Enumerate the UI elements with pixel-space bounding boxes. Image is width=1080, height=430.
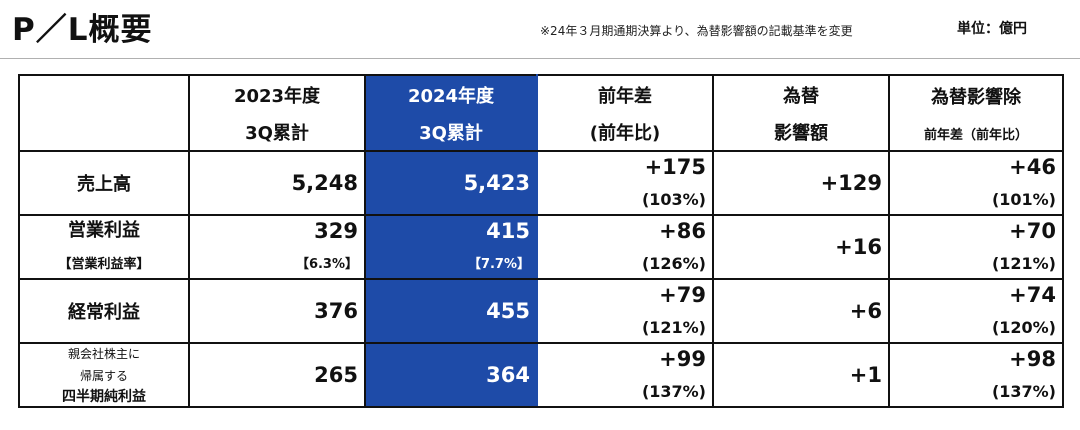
header-fy2024-line2: 3Q累計 — [419, 122, 483, 144]
header-fy2023: 2023年度 3Q累計 — [188, 74, 366, 152]
value-2024: 364 — [364, 342, 538, 408]
diff-value: +175 — [644, 155, 706, 179]
diff-value: +79 — [659, 283, 706, 307]
header-fy2023-line1: 2023年度 — [233, 85, 321, 107]
value-2023: 5,248 — [188, 150, 366, 216]
fx-impact-text: +16 — [835, 235, 882, 259]
diff-pct: (103%) — [641, 190, 706, 209]
header-fy2024: 2024年度 3Q累計 — [364, 74, 538, 152]
fx-impact: +6 — [712, 278, 890, 344]
value-2024-text: 364 — [486, 363, 530, 387]
header-exfx-line2: 前年差（前年比） — [923, 127, 1028, 143]
value-2024: 455 — [364, 278, 538, 344]
row-label-line3: 四半期純利益 — [62, 389, 146, 405]
fx-impact: +1 — [712, 342, 890, 408]
value-2024: 5,423 — [364, 150, 538, 216]
table-row: 親会社株主に 帰属する 四半期純利益 265 364 +99 (137%) +1 … — [18, 342, 1064, 408]
ex-fx-value: +74 — [1009, 283, 1056, 307]
value-2023-text: 329 — [314, 219, 358, 243]
fx-impact: +16 — [712, 214, 890, 280]
value-2024-text: 415 — [486, 219, 530, 243]
diff-value: +99 — [659, 347, 706, 371]
header-diff-line1: 前年差 — [598, 85, 652, 107]
unit-label: 単位：億円 — [957, 21, 1027, 37]
value-2024: 415 【7.7%】 — [364, 214, 538, 280]
value-2023-text: 5,248 — [291, 171, 358, 195]
diff-cell: +175 (103%) — [536, 150, 714, 216]
diff-cell: +99 (137%) — [536, 342, 714, 408]
row-label: 売上高 — [18, 150, 190, 216]
title-divider — [0, 58, 1080, 59]
ex-fx-pct: (137%) — [991, 382, 1056, 401]
ex-fx-pct: (101%) — [991, 190, 1056, 209]
diff-value: +86 — [659, 219, 706, 243]
row-label: 親会社株主に 帰属する 四半期純利益 — [18, 342, 190, 408]
diff-cell: +79 (121%) — [536, 278, 714, 344]
row-label-text: 経常利益 — [68, 302, 140, 323]
table-row: 売上高 5,248 5,423 +175 (103%) +129 +46 (101%… — [18, 150, 1064, 216]
header-fy2023-line2: 3Q累計 — [245, 122, 309, 144]
row-label-text: 営業利益 — [68, 220, 140, 241]
row-label-line1: 親会社株主に — [67, 347, 140, 361]
ex-fx-value: +70 — [1009, 219, 1056, 243]
header-fx-line1: 為替 — [783, 85, 819, 107]
header-diff: 前年差 (前年比) — [536, 74, 714, 152]
ex-fx-cell: +70 (121%) — [888, 214, 1064, 280]
diff-pct: (137%) — [641, 382, 706, 401]
header-row: 2023年度 3Q累計 2024年度 3Q累計 前年差 (前年比) 為替影響額 為替影… — [18, 74, 1064, 152]
fx-impact-text: +6 — [849, 299, 882, 323]
basis-change-note: ※24年３月期通期決算より、為替影響額の記載基準を変更 — [540, 24, 853, 38]
value-2023-text: 265 — [314, 363, 358, 387]
row-label-line2: 帰属する — [79, 369, 128, 383]
value-2024-margin: 【7.7%】 — [467, 257, 530, 272]
ex-fx-pct: (121%) — [991, 254, 1056, 273]
header-ex-fx: 為替影響除前年差（前年比） — [888, 74, 1064, 152]
diff-pct: (121%) — [641, 318, 706, 337]
header-fx-line2: 影響額 — [774, 122, 828, 144]
header-fx-impact: 為替 影響額 — [712, 74, 890, 152]
diff-pct: (126%) — [641, 254, 706, 273]
fx-impact-text: +129 — [820, 171, 882, 195]
value-2023-text: 376 — [314, 299, 358, 323]
header-diff-line2: (前年比) — [589, 122, 661, 144]
header-corner — [18, 74, 190, 152]
ex-fx-value: +98 — [1009, 347, 1056, 371]
value-2023: 265 — [188, 342, 366, 408]
value-2024-text: 5,423 — [463, 171, 530, 195]
fx-impact-text: +1 — [849, 363, 882, 387]
row-label: 経常利益 — [18, 278, 190, 344]
value-2023: 376 — [188, 278, 366, 344]
row-label: 営業利益【営業利益率】 — [18, 214, 190, 280]
ex-fx-cell: +74 (120%) — [888, 278, 1064, 344]
header-fy2024-line1: 2024年度 — [407, 85, 495, 107]
table-row: 営業利益【営業利益率】 329 【6.3%】 415 【7.7%】 +86 (126%… — [18, 214, 1064, 280]
fx-impact: +129 — [712, 150, 890, 216]
diff-cell: +86 (126%) — [536, 214, 714, 280]
value-2024-text: 455 — [486, 299, 530, 323]
ex-fx-pct: (120%) — [991, 318, 1056, 337]
value-2023-margin: 【6.3%】 — [295, 257, 358, 272]
pl-summary-table: 2023年度 3Q累計 2024年度 3Q累計 前年差 (前年比) 為替影響額 為替影… — [18, 74, 1064, 408]
row-label-text: 売上高 — [77, 174, 131, 195]
value-2023: 329 【6.3%】 — [188, 214, 366, 280]
header-exfx-line1: 為替影響除 — [931, 87, 1021, 109]
ex-fx-cell: +46 (101%) — [888, 150, 1064, 216]
ex-fx-cell: +98 (137%) — [888, 342, 1064, 408]
page-title: P／L概要 — [12, 12, 153, 48]
row-sublabel-text: 【営業利益率】 — [58, 257, 150, 272]
table-row: 経常利益 376 455 +79 (121%) +6 +74 (120%) — [18, 278, 1064, 344]
ex-fx-value: +46 — [1009, 155, 1056, 179]
